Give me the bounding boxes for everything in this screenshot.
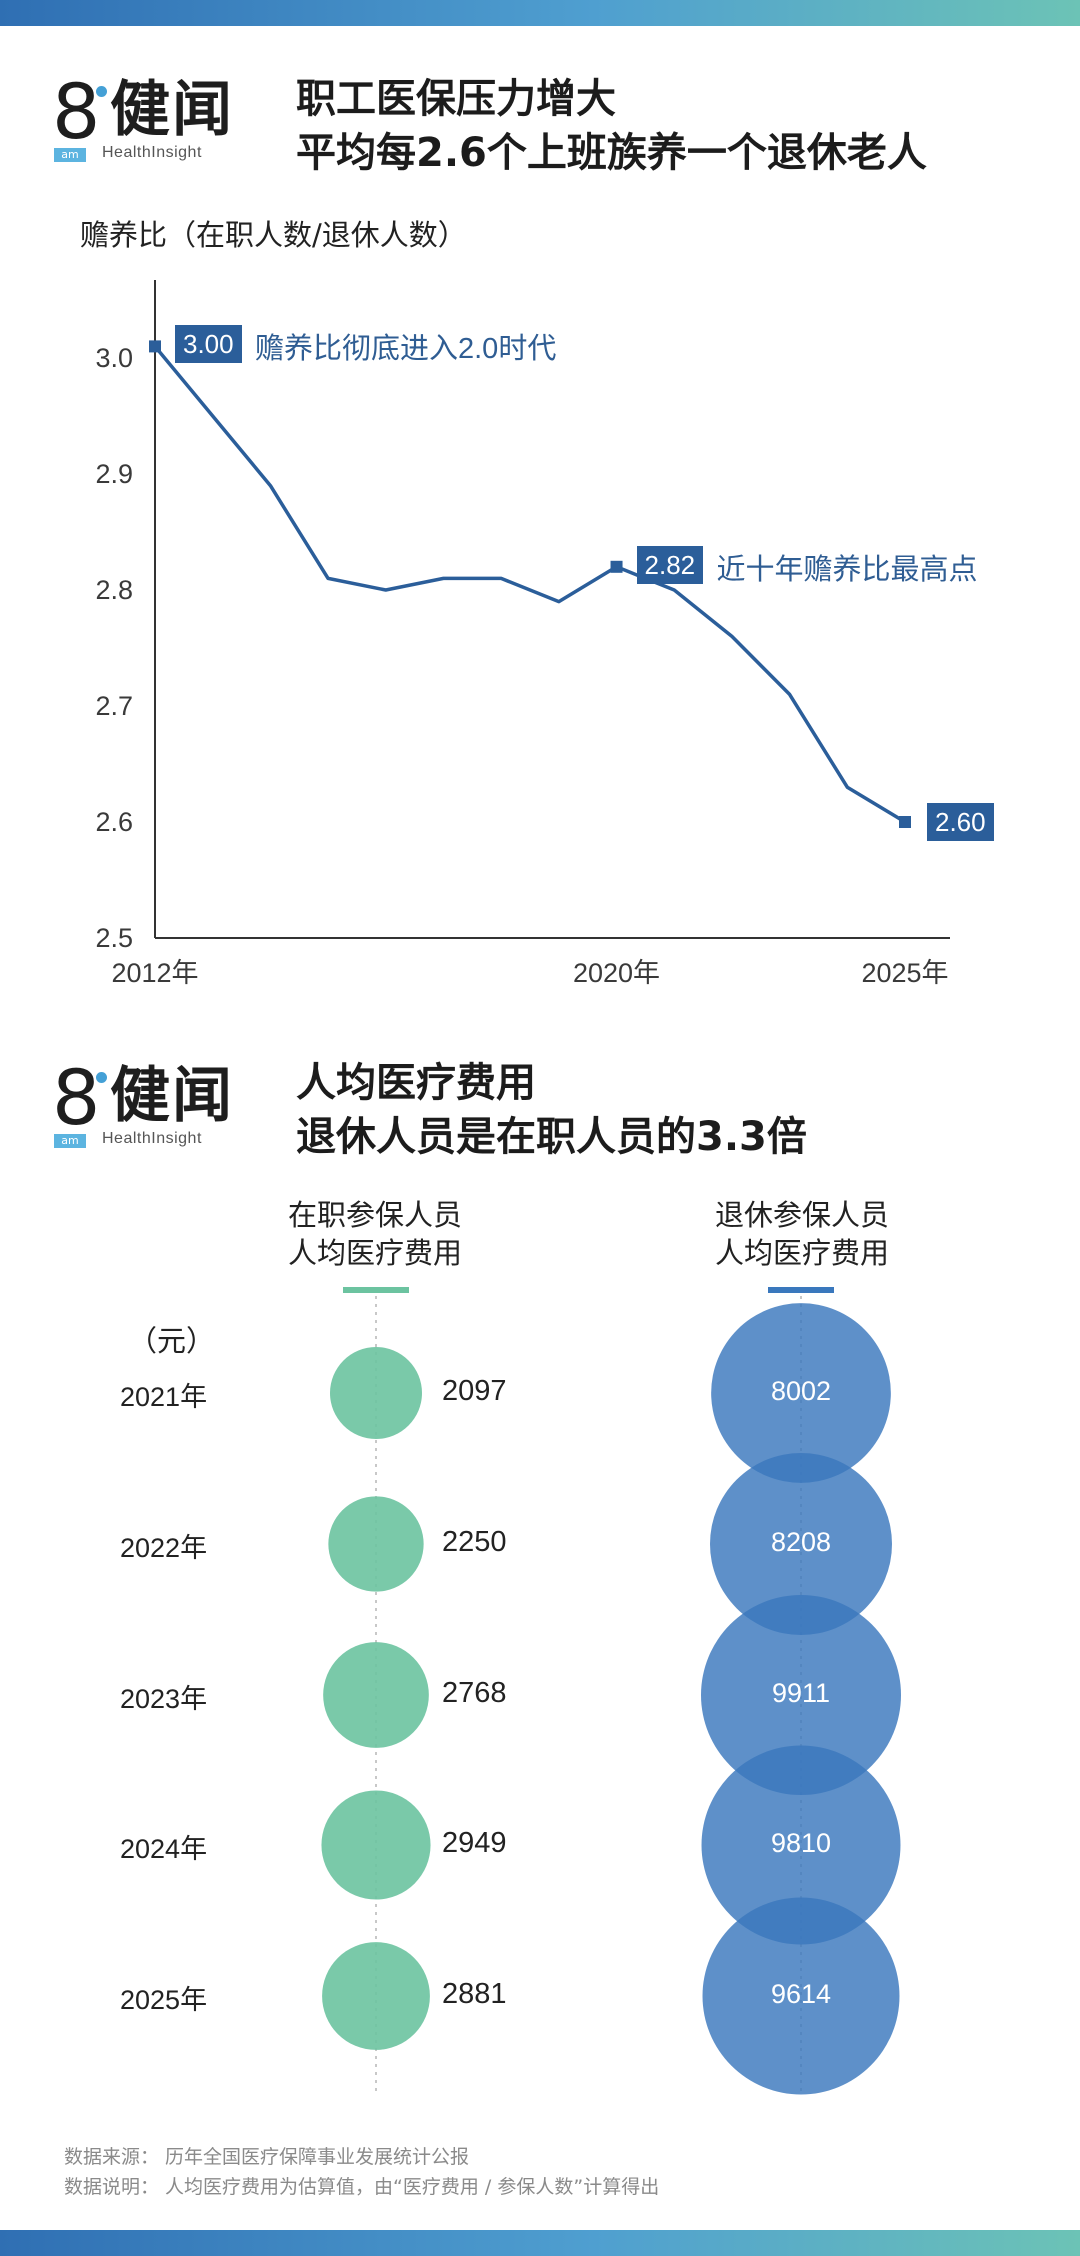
employed-cost-value: 2949 xyxy=(442,1827,507,1859)
top-gradient-bar xyxy=(0,0,1080,26)
employed-cost-value: 2097 xyxy=(442,1375,507,1407)
section2-title-line1: 人均医疗费用 xyxy=(296,1060,536,1106)
y-tick-label: 2.6 xyxy=(95,807,133,837)
data-point-marker xyxy=(899,816,911,828)
employed-cost-bubble xyxy=(321,1790,431,1900)
brand-name: 健闻 xyxy=(110,1061,234,1131)
retired-cost-bubble xyxy=(701,1745,901,1945)
retired-cost-bubble xyxy=(709,1452,893,1636)
y-tick-label: 2.8 xyxy=(95,575,133,605)
section1-title-line2: 平均每2.6个上班族养一个退休老人 xyxy=(296,130,927,176)
y-tick-label: 2.9 xyxy=(95,459,133,489)
retired-cost-value: 8002 xyxy=(770,1376,832,1406)
y-tick-label: 2.7 xyxy=(95,691,133,721)
column-header-retired: 退休参保人员 人均医疗费用 xyxy=(672,1196,932,1272)
employed-cost-bubble xyxy=(330,1347,422,1439)
annotation-text-start: 赡养比彻底进入2.0时代 xyxy=(255,333,557,366)
brand-english: HealthInsight xyxy=(102,144,202,161)
retired-cost-value: 9911 xyxy=(771,1678,831,1708)
annotation-tag-peak: 2.82 xyxy=(636,545,704,584)
x-tick-label: 2012年 xyxy=(111,958,198,988)
retired-cost-value: 9614 xyxy=(770,1979,832,2009)
employed-cost-value: 2881 xyxy=(442,1978,507,2010)
employed-cost-bubble xyxy=(323,1642,429,1748)
retired-cost-bubble xyxy=(702,1897,900,2095)
ratio-series-line xyxy=(153,345,906,824)
footer-note: 数据说明： 人均医疗费用为估算值，由“医疗费用 / 参保人数”计算得出 xyxy=(64,2176,660,2198)
brand-english: HealthInsight xyxy=(102,1130,202,1147)
y-tick-label: 3.0 xyxy=(95,343,133,373)
brand-badge: am xyxy=(54,1134,86,1148)
employed-column-marker xyxy=(343,1287,409,1293)
line-chart: 3.0 2.9 2.8 2.7 2.6 2.5 2012年 2020年 2025年 xyxy=(95,280,950,988)
x-tick-label: 2025年 xyxy=(861,958,948,988)
column-header-employed: 在职参保人员 人均医疗费用 xyxy=(245,1196,505,1272)
annotation-text-peak: 近十年赡养比最高点 xyxy=(716,553,978,586)
brand-dot-icon xyxy=(96,86,107,97)
y-tick-label: 2.5 xyxy=(95,923,133,953)
year-label: 2021年 xyxy=(120,1382,208,1412)
year-label: 2022年 xyxy=(120,1533,208,1563)
brand-badge: am xyxy=(54,148,86,162)
year-label: 2025年 xyxy=(120,1985,208,2015)
unit-label: （元） xyxy=(128,1324,216,1358)
line-chart-ylabel: 赡养比（在职人数/退休人数） xyxy=(80,218,467,252)
section1-title-line1: 职工医保压力增大 xyxy=(296,76,616,122)
retired-cost-bubble xyxy=(711,1303,891,1483)
footer-source: 数据来源： 历年全国医疗保障事业发展统计公报 xyxy=(64,2146,470,2168)
brand-number: 8 xyxy=(52,1053,101,1142)
retired-cost-value: 9810 xyxy=(770,1828,832,1858)
column-header-retired-line2: 人均医疗费用 xyxy=(714,1236,889,1270)
brand-name: 健闻 xyxy=(110,75,234,145)
column-header-employed-line1: 在职参保人员 xyxy=(287,1198,462,1232)
brand-logo: 8 健闻 am HealthInsight xyxy=(52,72,242,162)
brand-logo-2: 8 健闻 am HealthInsight xyxy=(52,1058,242,1148)
retired-cost-bubble xyxy=(701,1595,901,1795)
section2-title-line2: 退休人员是在职人员的3.3倍 xyxy=(296,1114,807,1160)
column-header-employed-line2: 人均医疗费用 xyxy=(287,1236,462,1270)
bottom-gradient-bar xyxy=(0,2230,1080,2256)
data-point-marker xyxy=(610,560,623,573)
employed-cost-value: 2768 xyxy=(442,1677,507,1709)
employed-cost-value: 2250 xyxy=(442,1526,507,1558)
annotation-tag-start: 3.00 xyxy=(175,325,242,364)
column-header-retired-line1: 退休参保人员 xyxy=(714,1198,889,1232)
annotation-tag-end: 2.60 xyxy=(927,803,994,841)
year-label: 2023年 xyxy=(120,1684,208,1714)
retired-cost-value: 8208 xyxy=(770,1527,832,1557)
data-point-marker xyxy=(149,340,161,353)
x-tick-label: 2020年 xyxy=(573,958,660,988)
employed-cost-bubble xyxy=(328,1496,424,1592)
brand-dot-icon xyxy=(96,1072,107,1083)
employed-cost-bubble xyxy=(322,1942,430,2050)
retired-column-marker xyxy=(768,1287,834,1293)
year-label: 2024年 xyxy=(120,1834,208,1864)
brand-number: 8 xyxy=(52,67,101,156)
